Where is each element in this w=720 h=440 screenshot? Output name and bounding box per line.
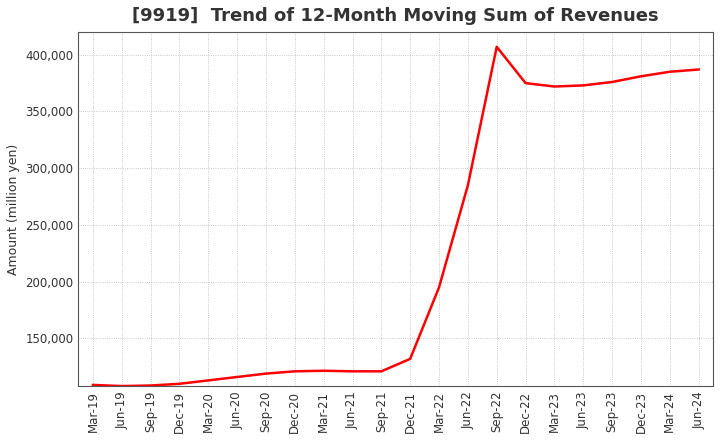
Title: [9919]  Trend of 12-Month Moving Sum of Revenues: [9919] Trend of 12-Month Moving Sum of R… (132, 7, 659, 25)
Y-axis label: Amount (million yen): Amount (million yen) (7, 143, 20, 275)
